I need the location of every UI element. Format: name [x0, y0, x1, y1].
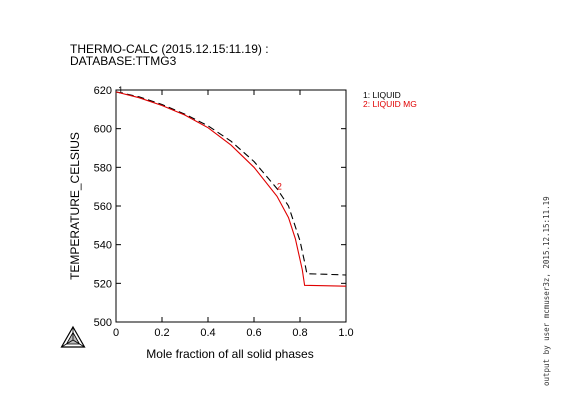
y-tick-label: 620 — [94, 85, 112, 97]
legend-entry-2: 2: LIQUID MG — [363, 99, 417, 109]
x-tick-label: 0.4 — [200, 327, 215, 339]
x-tick-label: 0.2 — [154, 327, 169, 339]
y-tick-label: 560 — [94, 201, 112, 213]
series-line-1 — [115, 91, 347, 276]
series-line-2 — [115, 91, 347, 287]
x-axis-label: Mole fraction of all solid phases — [146, 347, 313, 361]
series-marker-label-2: 2 — [277, 182, 282, 192]
x-tick-label: 0.8 — [292, 327, 307, 339]
y-tick-label: 600 — [94, 124, 112, 136]
plot-frame — [115, 89, 347, 323]
y-tick-label: 540 — [94, 240, 112, 252]
y-tick-label: 580 — [94, 162, 112, 174]
chart-title-line1: THERMO-CALC (2015.12.15:11.19) : — [70, 42, 269, 56]
y-axis-label: TEMPERATURE_CELSIUS — [68, 132, 82, 280]
x-tick-label: 0 — [113, 327, 119, 339]
x-tick-label: 0.6 — [246, 327, 261, 339]
legend-entry-1: 1: LIQUID — [363, 90, 401, 100]
series-marker-label-1: 1 — [118, 85, 123, 95]
y-tick-label: 500 — [94, 317, 112, 329]
thermo-calc-logo-icon — [60, 325, 86, 348]
output-footer-note: output by user mcmuser3z, 2015.12.15:11.… — [542, 196, 551, 386]
chart-title-line2: DATABASE:TTMG3 — [70, 54, 177, 68]
y-tick-label: 520 — [94, 278, 112, 290]
x-tick-label: 1.0 — [338, 327, 353, 339]
